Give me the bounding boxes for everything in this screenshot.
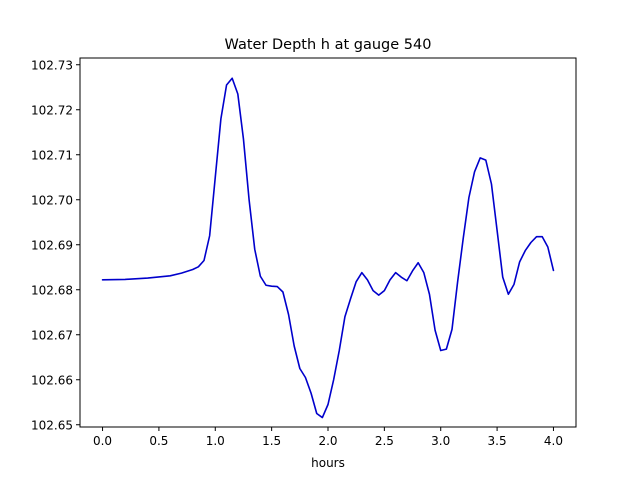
y-tick-label: 102.70 bbox=[31, 193, 73, 207]
x-tick-label: 2.0 bbox=[318, 434, 337, 448]
x-tick-label: 0.0 bbox=[93, 434, 112, 448]
y-tick-label: 102.73 bbox=[31, 58, 73, 72]
x-axis: 0.0 0.5 1.0 1.5 2.0 2.5 3.0 3.5 4.0 bbox=[93, 427, 563, 448]
y-tick-label: 102.71 bbox=[31, 148, 73, 162]
x-tick-label: 3.0 bbox=[431, 434, 450, 448]
y-tick-label: 102.68 bbox=[31, 283, 73, 297]
series-line-0 bbox=[101, 77, 555, 419]
x-tick-label: 1.0 bbox=[206, 434, 225, 448]
x-tick-label: 4.0 bbox=[544, 434, 563, 448]
x-tick-label: 3.5 bbox=[488, 434, 507, 448]
y-tick-label: 102.66 bbox=[31, 373, 73, 387]
x-tick-label: 1.5 bbox=[262, 434, 281, 448]
x-tick-label: 2.5 bbox=[375, 434, 394, 448]
y-tick-label: 102.69 bbox=[31, 238, 73, 252]
y-tick-label: 102.67 bbox=[31, 328, 73, 342]
plot-frame bbox=[79, 57, 577, 428]
plot-area bbox=[101, 77, 555, 419]
x-tick-label: 0.5 bbox=[149, 434, 168, 448]
y-axis: 102.65 102.66 102.67 102.68 102.69 102.70 102.… bbox=[31, 58, 80, 432]
y-tick-label: 102.72 bbox=[31, 103, 73, 117]
y-tick-label: 102.65 bbox=[31, 418, 73, 432]
chart-title: Water Depth h at gauge 540 bbox=[225, 37, 432, 53]
x-axis-label: hours bbox=[311, 456, 345, 470]
